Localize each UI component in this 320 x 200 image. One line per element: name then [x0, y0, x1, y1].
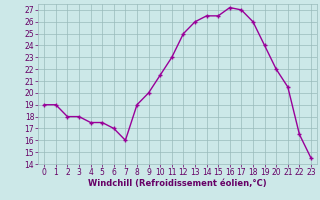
- X-axis label: Windchill (Refroidissement éolien,°C): Windchill (Refroidissement éolien,°C): [88, 179, 267, 188]
